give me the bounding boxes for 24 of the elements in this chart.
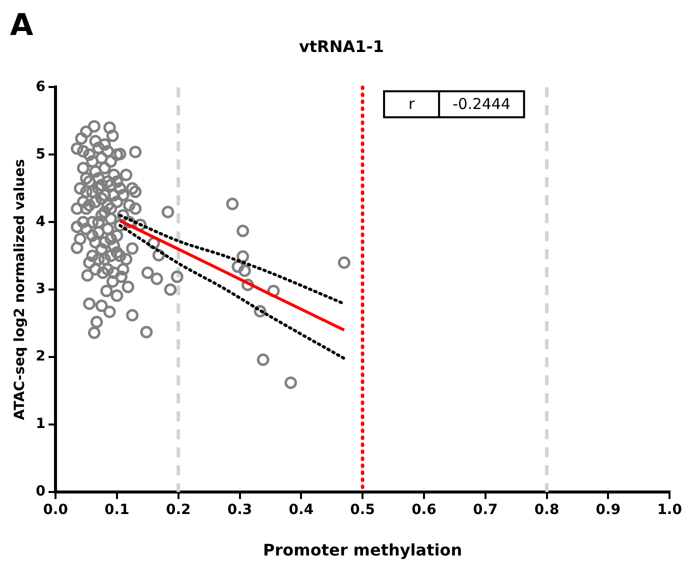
- y-axis-title: ATAC-seq log2 normalized values: [12, 159, 28, 420]
- text: A: [10, 8, 34, 43]
- x-tick-label: 0.0: [43, 502, 68, 518]
- y-tick-label: 2: [36, 348, 46, 365]
- y-tick-label: 5: [36, 146, 46, 162]
- y-tick-label: 3: [36, 281, 46, 298]
- x-tick-label: 0.7: [472, 502, 498, 518]
- y-tick-label: 4: [36, 214, 46, 230]
- annotation: -0.2444: [452, 95, 511, 114]
- y-tick-label: 6: [36, 78, 46, 95]
- x-tick-label: 0.8: [534, 502, 560, 518]
- x-tick-label: 0.9: [596, 502, 621, 518]
- x-axis-title: Promoter methylation: [263, 540, 462, 560]
- chart-title: vtRNA1-1: [298, 36, 384, 56]
- x-tick-label: 0.1: [104, 502, 130, 518]
- y-tick-label: 1: [36, 416, 46, 432]
- x-tick-label: 0.4: [288, 502, 314, 518]
- x-tick-label: 0.3: [227, 502, 252, 518]
- y-tick-label: 0: [36, 484, 46, 500]
- annotation: r: [408, 95, 416, 114]
- x-tick-label: 0.5: [350, 502, 375, 518]
- x-tick-label: 1.0: [657, 502, 682, 518]
- x-tick-label: 0.2: [166, 502, 191, 518]
- x-tick-label: 0.6: [412, 502, 436, 518]
